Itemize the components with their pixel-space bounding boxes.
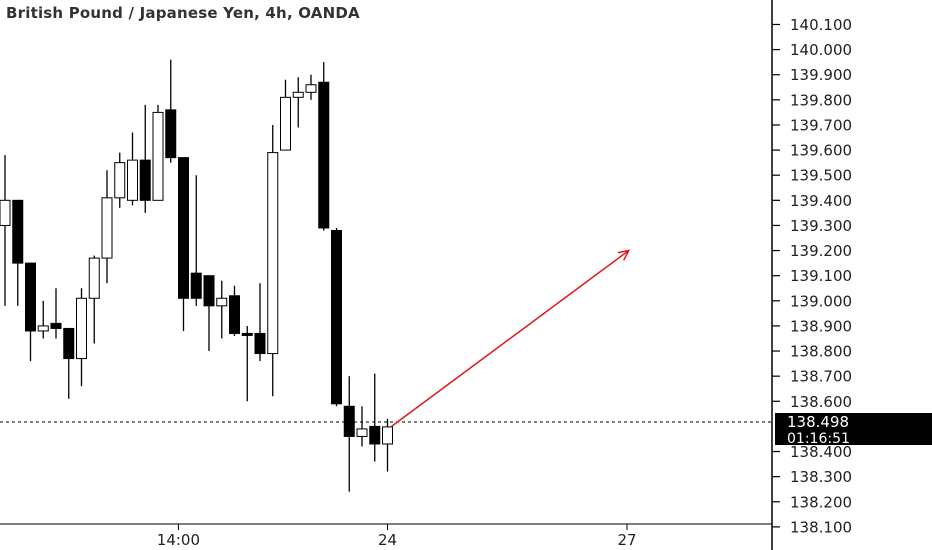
price-tick-label: 139.300 — [790, 217, 852, 235]
price-tick-label: 139.800 — [790, 91, 852, 109]
last-price-label: 138.498 — [775, 413, 932, 431]
candle-body — [318, 81, 330, 229]
candle — [0, 155, 11, 306]
price-tick-label: 138.400 — [790, 443, 852, 461]
candle-body — [343, 405, 355, 437]
candle-body — [305, 84, 317, 93]
candle — [114, 152, 126, 208]
candles-group — [0, 59, 393, 492]
candle — [76, 288, 87, 387]
price-tick-label: 138.900 — [790, 317, 852, 335]
last-price-value: 138.498 — [787, 413, 849, 431]
price-tick-label: 138.600 — [790, 393, 852, 411]
candle-body — [203, 275, 215, 307]
candle — [369, 373, 381, 462]
candle — [37, 300, 49, 339]
price-tick-label: 138.100 — [790, 518, 852, 536]
candle-body — [369, 425, 381, 445]
candle-body — [114, 162, 126, 199]
candle — [190, 175, 202, 306]
candle — [165, 59, 177, 163]
candle — [63, 327, 75, 399]
candle-body — [190, 272, 202, 299]
candle — [12, 199, 24, 306]
price-tick-label: 139.000 — [790, 292, 852, 310]
arrow-shaft — [391, 249, 630, 428]
candle — [343, 376, 355, 492]
candle-body — [382, 426, 393, 445]
candle — [139, 104, 151, 213]
time-tick-label: 14:00 — [157, 531, 200, 549]
time-tick-label: 24 — [378, 531, 397, 549]
candle — [305, 74, 317, 100]
price-tick-label: 139.100 — [790, 267, 852, 285]
candle-body — [37, 325, 49, 332]
candle — [292, 77, 304, 128]
candle-body — [280, 96, 291, 151]
price-tick-label: 139.600 — [790, 142, 852, 160]
price-tick-label: 138.300 — [790, 468, 852, 486]
candle-countdown-label: 01:16:51 — [775, 430, 932, 447]
candle — [127, 132, 138, 206]
candle — [254, 283, 266, 362]
candle-body — [152, 111, 164, 201]
candle-body — [267, 152, 279, 355]
time-tick-label: 27 — [617, 531, 636, 549]
candle-body — [139, 159, 151, 201]
price-tick-label: 139.700 — [790, 116, 852, 134]
candle — [229, 285, 240, 336]
candle-countdown: 01:16:51 — [787, 431, 850, 447]
price-tick-label: 139.400 — [790, 192, 852, 210]
candle — [25, 262, 36, 362]
candle-body — [254, 332, 266, 355]
candle-body — [331, 229, 342, 405]
price-tick-label: 140.000 — [790, 41, 852, 59]
candle-body — [63, 327, 75, 360]
time-axis[interactable]: 14:00 24 27 — [157, 524, 637, 549]
candle — [356, 406, 368, 447]
candle-body — [165, 109, 177, 159]
candle-body — [216, 297, 228, 307]
price-tick-label: 138.700 — [790, 368, 852, 386]
candle — [178, 157, 189, 331]
candle — [267, 124, 279, 397]
trend-arrow-annotation[interactable] — [391, 249, 631, 428]
candle — [50, 288, 62, 339]
candle — [203, 275, 215, 352]
candle-body — [127, 159, 138, 201]
price-tick-label: 140.100 — [790, 16, 852, 34]
candle — [152, 104, 164, 201]
price-tick-label: 139.900 — [790, 66, 852, 84]
candle — [88, 255, 100, 344]
candle — [382, 418, 393, 472]
candle — [280, 79, 291, 151]
price-tick-label: 139.500 — [790, 167, 852, 185]
candle-body — [178, 157, 189, 299]
candle-body — [356, 428, 368, 437]
candle-body — [0, 199, 11, 226]
candle-body — [12, 199, 24, 264]
candle-body — [25, 262, 36, 332]
candle — [216, 280, 228, 339]
candle-body — [292, 91, 304, 98]
candle — [331, 227, 342, 407]
price-tick-label: 138.200 — [790, 493, 852, 511]
price-axis[interactable]: 140.100 140.000 139.900 139.800 139.700 139.6… — [772, 16, 852, 536]
chart-title: British Pound / Japanese Yen, 4h, OANDA — [6, 4, 360, 22]
candle-body — [229, 295, 240, 334]
candle-body — [101, 197, 113, 259]
candle-body — [241, 332, 253, 336]
candle-body — [88, 257, 100, 299]
candle-body — [76, 297, 87, 360]
candle — [241, 325, 253, 402]
price-tick-label: 138.800 — [790, 343, 852, 361]
candle-body — [50, 322, 62, 329]
candle — [318, 62, 330, 231]
arrow-head — [617, 249, 631, 261]
candle — [101, 170, 113, 284]
price-tick-label: 139.200 — [790, 242, 852, 260]
